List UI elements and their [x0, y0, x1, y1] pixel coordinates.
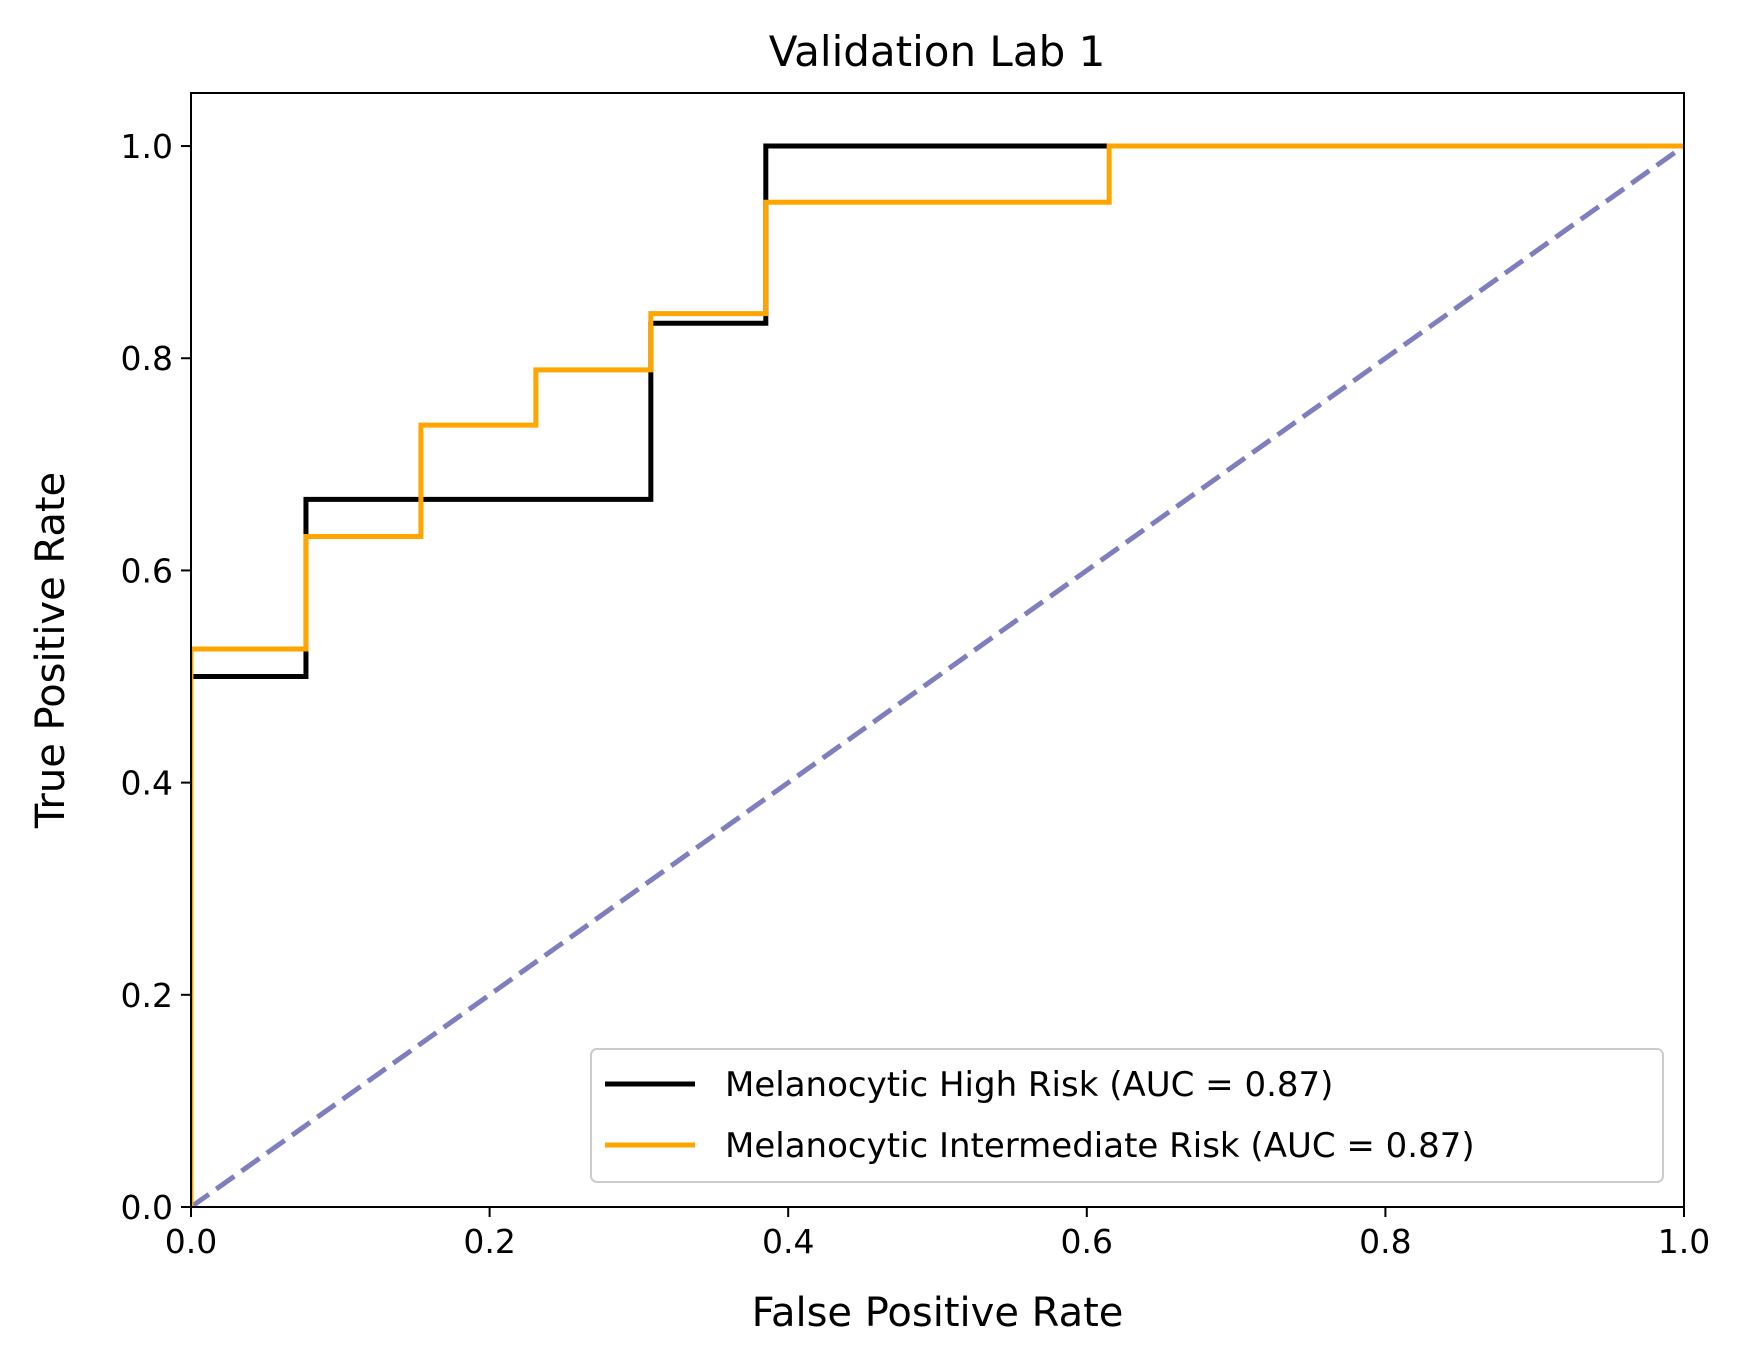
x-axis-ticks: 0.0 0.2 0.4 0.6 0.8 1.0 [165, 1207, 1710, 1261]
y-tick-label: 1.0 [121, 127, 173, 166]
x-tick-label: 0.8 [1359, 1222, 1411, 1261]
y-axis-ticks: 0.0 0.2 0.4 0.6 0.8 1.0 [121, 127, 191, 1227]
x-axis-title: False Positive Rate [752, 1290, 1124, 1336]
y-tick-label: 0.8 [121, 339, 173, 378]
x-tick-label: 0.0 [165, 1222, 217, 1261]
legend-label-high-risk: Melanocytic High Risk (AUC = 0.87) [725, 1065, 1333, 1105]
series-line-intermediate-risk [191, 143, 1684, 1207]
x-tick-label: 1.0 [1658, 1222, 1710, 1261]
series-line-high-risk [191, 143, 1684, 1207]
legend-label-intermediate-risk: Melanocytic Intermediate Risk (AUC = 0.8… [725, 1126, 1475, 1166]
plot-frame [190, 92, 1685, 1208]
x-tick-label: 0.2 [463, 1222, 515, 1261]
y-tick-label: 0.2 [121, 976, 173, 1015]
legend: Melanocytic High Risk (AUC = 0.87) Melano… [590, 1048, 1664, 1183]
y-tick-label: 0.6 [121, 551, 173, 590]
x-tick-label: 0.4 [762, 1222, 814, 1261]
chance-diagonal-line [191, 144, 1684, 1207]
chart-title: Validation Lab 1 [769, 27, 1106, 76]
x-tick-label: 0.6 [1061, 1222, 1113, 1261]
y-axis-title: True Positive Rate [28, 472, 74, 829]
y-tick-label: 0.4 [121, 764, 173, 803]
series-layer [191, 143, 1684, 1207]
y-tick-label: 0.0 [121, 1188, 173, 1227]
legend-box [590, 1048, 1664, 1183]
